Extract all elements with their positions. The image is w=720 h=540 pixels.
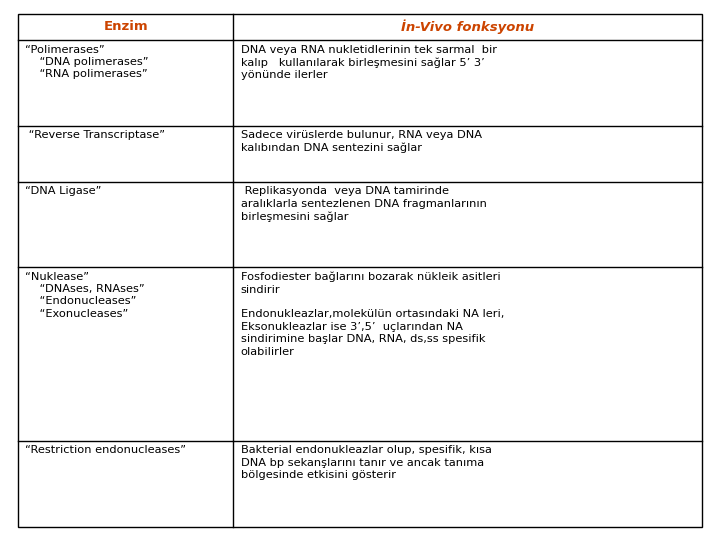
Text: Bakterial endonukleazlar olup, spesifik, kısa
DNA bp sekanşlarını tanır ve ancak: Bakterial endonukleazlar olup, spesifik,… — [240, 446, 492, 480]
Text: İn-Vivo fonksyonu: İn-Vivo fonksyonu — [401, 19, 534, 34]
Text: Replikasyonda  veya DNA tamirinde
aralıklarla sentezlenen DNA fragmanlarının
bir: Replikasyonda veya DNA tamirinde aralıkl… — [240, 186, 487, 221]
Text: “Restriction endonucleases”: “Restriction endonucleases” — [25, 446, 186, 455]
Text: “Reverse Transcriptase”: “Reverse Transcriptase” — [25, 130, 165, 140]
Text: “Nuklease”
    “DNAses, RNAses”
    “Endonucleases”
    “Exonucleases”: “Nuklease” “DNAses, RNAses” “Endonucleas… — [25, 272, 145, 319]
Text: DNA veya RNA nukletidlerinin tek sarmal  bir
kalıp   kullanılarak birleşmesini s: DNA veya RNA nukletidlerinin tek sarmal … — [240, 44, 497, 80]
Text: “Polimerases”
    “DNA polimerases”
    “RNA polimerases”: “Polimerases” “DNA polimerases” “RNA pol… — [25, 44, 149, 79]
Text: Fosfodiester bağlarını bozarak nükleik asitleri
sindirir

Endonukleazlar,molekül: Fosfodiester bağlarını bozarak nükleik a… — [240, 272, 504, 356]
Text: “DNA Ligase”: “DNA Ligase” — [25, 186, 102, 196]
Text: Enzim: Enzim — [104, 21, 148, 33]
Text: Sadece virüslerde bulunur, RNA veya DNA
kalıbından DNA sentezini sağlar: Sadece virüslerde bulunur, RNA veya DNA … — [240, 130, 482, 153]
